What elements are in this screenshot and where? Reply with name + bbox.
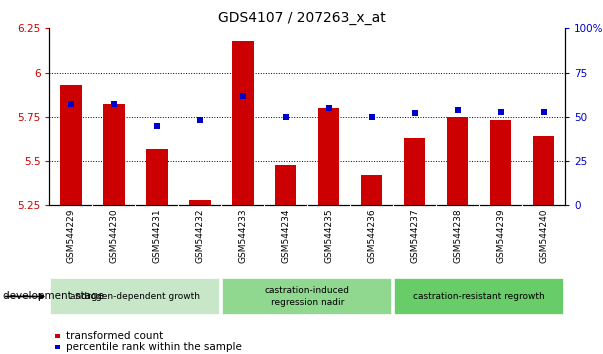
Text: GSM544237: GSM544237 <box>410 209 419 263</box>
Text: GSM544231: GSM544231 <box>153 209 162 263</box>
Text: GSM544236: GSM544236 <box>367 209 376 263</box>
Point <box>152 123 162 129</box>
Bar <box>318 108 339 205</box>
FancyBboxPatch shape <box>394 278 564 315</box>
Point <box>66 102 76 107</box>
Text: GSM544230: GSM544230 <box>109 209 118 263</box>
Text: GSM544235: GSM544235 <box>324 209 333 263</box>
Point <box>195 118 204 123</box>
Bar <box>533 136 554 205</box>
Text: transformed count: transformed count <box>66 331 163 341</box>
Bar <box>146 149 168 205</box>
Text: GSM544232: GSM544232 <box>195 209 204 263</box>
Text: GSM544239: GSM544239 <box>496 209 505 263</box>
Text: development stage: development stage <box>3 291 104 302</box>
Bar <box>60 85 81 205</box>
Text: GDS4107 / 207263_x_at: GDS4107 / 207263_x_at <box>218 11 385 25</box>
Point <box>324 105 333 111</box>
Bar <box>361 175 382 205</box>
Text: androgen-dependent growth: androgen-dependent growth <box>71 292 200 301</box>
Point <box>496 109 505 114</box>
Point <box>238 93 248 98</box>
Point <box>109 102 119 107</box>
Bar <box>103 104 125 205</box>
FancyBboxPatch shape <box>50 278 221 315</box>
Text: castration-induced
regression nadir: castration-induced regression nadir <box>265 286 350 307</box>
Bar <box>275 165 297 205</box>
Point <box>453 107 463 113</box>
Text: GSM544234: GSM544234 <box>281 209 290 263</box>
Point <box>281 114 291 120</box>
Text: GSM544233: GSM544233 <box>238 209 247 263</box>
Bar <box>490 120 511 205</box>
Bar <box>404 138 425 205</box>
Text: GSM544240: GSM544240 <box>539 209 548 263</box>
Text: castration-resistant regrowth: castration-resistant regrowth <box>413 292 545 301</box>
Point <box>538 109 548 114</box>
Point <box>410 110 420 116</box>
Bar <box>189 200 210 205</box>
FancyBboxPatch shape <box>222 278 393 315</box>
Text: percentile rank within the sample: percentile rank within the sample <box>66 342 242 352</box>
Text: GSM544229: GSM544229 <box>66 209 75 263</box>
Bar <box>447 117 469 205</box>
Text: GSM544238: GSM544238 <box>453 209 462 263</box>
Point <box>367 114 376 120</box>
Bar <box>232 41 253 205</box>
